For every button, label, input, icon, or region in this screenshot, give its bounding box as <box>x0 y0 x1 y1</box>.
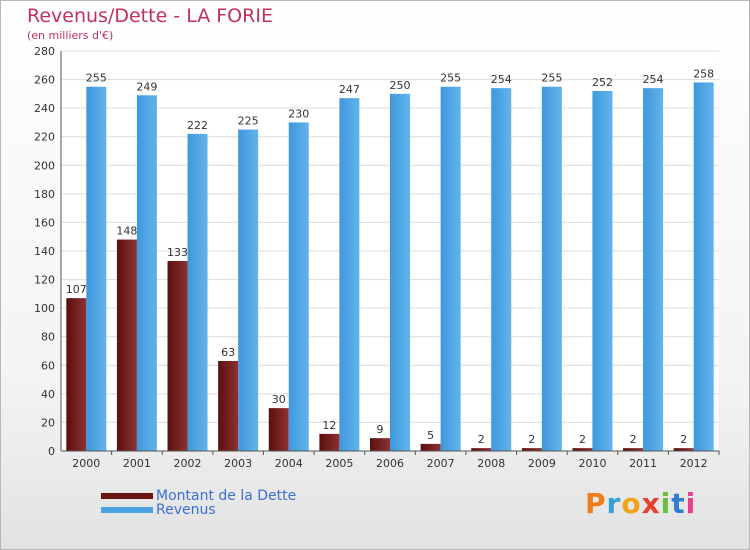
y-tick-label: 0 <box>48 445 55 458</box>
bar-debt <box>167 261 188 451</box>
bar-revenue <box>390 93 410 451</box>
y-tick-label: 200 <box>34 159 55 172</box>
data-label-debt: 2 <box>478 433 485 446</box>
y-tick-label: 20 <box>41 416 55 429</box>
x-tick-label: 2009 <box>528 457 556 470</box>
x-tick-label: 2000 <box>72 457 100 470</box>
bar-debt <box>420 443 441 451</box>
logo-letter: t <box>671 487 686 520</box>
logo-letter: i <box>660 487 672 520</box>
x-tick-label: 2012 <box>680 457 708 470</box>
logo-letter: P <box>585 487 607 520</box>
bar-revenue <box>541 86 562 451</box>
data-label-debt: 9 <box>377 423 384 436</box>
x-tick-label: 2010 <box>578 457 606 470</box>
data-label-debt: 2 <box>579 433 586 446</box>
legend-swatch-revenue <box>101 507 153 513</box>
bar-debt <box>319 433 340 451</box>
y-tick-label: 60 <box>41 359 55 372</box>
bar-revenue <box>86 86 107 451</box>
legend-label-revenue: Revenus <box>156 502 216 518</box>
data-label-revenue: 255 <box>541 72 562 85</box>
x-tick-label: 2007 <box>427 457 455 470</box>
data-label-revenue: 255 <box>440 72 461 85</box>
data-label-debt: 133 <box>167 246 188 259</box>
bar-debt <box>268 408 289 451</box>
x-tick-label: 2008 <box>477 457 505 470</box>
bar-revenue <box>238 129 259 452</box>
bar-debt <box>370 438 390 451</box>
y-tick-label: 280 <box>34 45 55 58</box>
data-label-debt: 107 <box>66 283 87 296</box>
bar-debt <box>116 239 137 451</box>
data-label-revenue: 258 <box>693 67 714 80</box>
data-label-debt: 5 <box>427 429 434 442</box>
x-tick-label: 2001 <box>123 457 151 470</box>
data-label-revenue: 250 <box>390 79 411 92</box>
bar-debt <box>218 361 239 451</box>
y-tick-label: 80 <box>41 331 55 344</box>
data-label-debt: 2 <box>528 433 535 446</box>
bar-debt <box>572 448 593 451</box>
logo-letter: r <box>606 487 622 520</box>
legend-label-debt: Montant de la Dette <box>156 488 297 504</box>
data-label-revenue: 225 <box>238 115 259 128</box>
y-tick-label: 140 <box>34 245 55 258</box>
bar-revenue <box>491 88 512 452</box>
x-tick-label: 2004 <box>275 457 303 470</box>
data-label-revenue: 222 <box>187 119 208 132</box>
x-tick-label: 2003 <box>224 457 252 470</box>
legend-swatch-debt <box>101 493 153 499</box>
bar-debt <box>623 448 644 451</box>
y-tick-label: 40 <box>41 388 55 401</box>
proxiti-logo: Proxiti <box>585 487 696 520</box>
data-label-debt: 2 <box>680 433 687 446</box>
x-tick-label: 2002 <box>174 457 202 470</box>
y-tick-label: 260 <box>34 74 55 87</box>
bar-debt <box>471 448 492 451</box>
data-label-debt: 63 <box>221 346 235 359</box>
y-tick-label: 180 <box>34 188 55 201</box>
bar-revenue <box>592 91 613 451</box>
data-label-revenue: 252 <box>592 76 613 89</box>
logo-letter: i <box>685 487 697 520</box>
bar-revenue <box>693 82 714 451</box>
y-tick-label: 120 <box>34 274 55 287</box>
bar-debt <box>66 298 87 451</box>
chart-title: Revenus/Dette - LA FORIE <box>27 5 273 27</box>
bar-revenue <box>440 86 461 451</box>
data-label-revenue: 255 <box>86 72 107 85</box>
bar-revenue <box>288 122 309 451</box>
y-tick-label: 220 <box>34 131 55 144</box>
y-tick-label: 100 <box>34 302 55 315</box>
x-tick-label: 2005 <box>325 457 353 470</box>
data-label-debt: 2 <box>630 433 637 446</box>
bar-debt <box>521 448 542 451</box>
bar-revenue <box>136 95 157 452</box>
bar-debt <box>673 448 694 451</box>
data-label-revenue: 247 <box>339 83 360 96</box>
x-tick-label: 2006 <box>376 457 404 470</box>
data-label-debt: 30 <box>272 393 286 406</box>
bar-revenue <box>187 133 208 451</box>
data-label-debt: 12 <box>322 419 336 432</box>
y-tick-label: 160 <box>34 216 55 229</box>
chart-subtitle: (en milliers d'€) <box>27 29 114 42</box>
x-tick-label: 2011 <box>629 457 657 470</box>
y-tick-label: 240 <box>34 102 55 115</box>
legend-item-revenue: Revenus <box>101 502 216 518</box>
logo-letter: x <box>641 487 661 520</box>
bar-revenue <box>339 98 360 452</box>
data-label-revenue: 254 <box>643 73 664 86</box>
data-label-revenue: 249 <box>136 80 157 93</box>
data-label-debt: 148 <box>116 225 137 238</box>
legend-item-debt: Montant de la Dette <box>101 488 296 504</box>
data-label-revenue: 254 <box>491 73 512 86</box>
logo-letter: o <box>621 487 642 520</box>
data-label-revenue: 230 <box>288 107 309 120</box>
bar-revenue <box>643 88 664 452</box>
